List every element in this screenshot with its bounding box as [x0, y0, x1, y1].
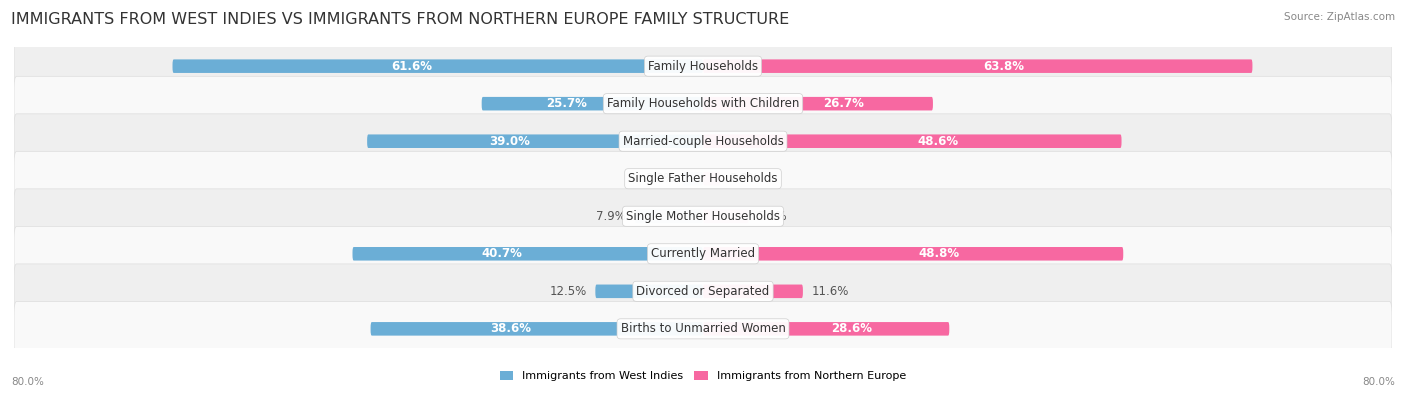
FancyBboxPatch shape — [14, 189, 1392, 244]
FancyBboxPatch shape — [703, 247, 1123, 261]
Text: Married-couple Households: Married-couple Households — [623, 135, 783, 148]
FancyBboxPatch shape — [14, 264, 1392, 319]
Text: 38.6%: 38.6% — [491, 322, 531, 335]
Text: 40.7%: 40.7% — [481, 247, 523, 260]
Text: Single Mother Households: Single Mother Households — [626, 210, 780, 223]
Text: 26.7%: 26.7% — [824, 97, 865, 110]
FancyBboxPatch shape — [173, 59, 703, 73]
Text: 2.0%: 2.0% — [728, 172, 759, 185]
FancyBboxPatch shape — [14, 151, 1392, 206]
Text: 12.5%: 12.5% — [550, 285, 586, 298]
Text: 48.8%: 48.8% — [918, 247, 959, 260]
Text: 61.6%: 61.6% — [391, 60, 433, 73]
FancyBboxPatch shape — [367, 134, 703, 148]
Text: 11.6%: 11.6% — [811, 285, 849, 298]
FancyBboxPatch shape — [482, 97, 703, 111]
Legend: Immigrants from West Indies, Immigrants from Northern Europe: Immigrants from West Indies, Immigrants … — [495, 366, 911, 386]
Text: 39.0%: 39.0% — [489, 135, 530, 148]
Text: Family Households with Children: Family Households with Children — [607, 97, 799, 110]
FancyBboxPatch shape — [14, 226, 1392, 281]
FancyBboxPatch shape — [703, 284, 803, 298]
FancyBboxPatch shape — [371, 322, 703, 336]
FancyBboxPatch shape — [14, 39, 1392, 94]
Text: 25.7%: 25.7% — [546, 97, 586, 110]
Text: Single Father Households: Single Father Households — [628, 172, 778, 185]
FancyBboxPatch shape — [14, 301, 1392, 356]
Text: 28.6%: 28.6% — [831, 322, 873, 335]
Text: 2.3%: 2.3% — [645, 172, 675, 185]
FancyBboxPatch shape — [703, 209, 748, 223]
FancyBboxPatch shape — [703, 97, 934, 111]
Text: Currently Married: Currently Married — [651, 247, 755, 260]
Text: Divorced or Separated: Divorced or Separated — [637, 285, 769, 298]
FancyBboxPatch shape — [14, 114, 1392, 169]
Text: IMMIGRANTS FROM WEST INDIES VS IMMIGRANTS FROM NORTHERN EUROPE FAMILY STRUCTURE: IMMIGRANTS FROM WEST INDIES VS IMMIGRANT… — [11, 12, 790, 27]
FancyBboxPatch shape — [595, 284, 703, 298]
Text: Family Households: Family Households — [648, 60, 758, 73]
Text: 80.0%: 80.0% — [11, 377, 44, 387]
Text: Births to Unmarried Women: Births to Unmarried Women — [620, 322, 786, 335]
FancyBboxPatch shape — [636, 209, 703, 223]
FancyBboxPatch shape — [703, 322, 949, 336]
Text: 80.0%: 80.0% — [1362, 377, 1395, 387]
Text: 48.6%: 48.6% — [918, 135, 959, 148]
FancyBboxPatch shape — [703, 134, 1122, 148]
FancyBboxPatch shape — [14, 76, 1392, 131]
Text: 7.9%: 7.9% — [596, 210, 626, 223]
Text: 63.8%: 63.8% — [983, 60, 1024, 73]
Text: 5.3%: 5.3% — [758, 210, 787, 223]
FancyBboxPatch shape — [683, 172, 703, 186]
FancyBboxPatch shape — [353, 247, 703, 261]
FancyBboxPatch shape — [703, 59, 1253, 73]
FancyBboxPatch shape — [703, 172, 720, 186]
Text: Source: ZipAtlas.com: Source: ZipAtlas.com — [1284, 12, 1395, 22]
